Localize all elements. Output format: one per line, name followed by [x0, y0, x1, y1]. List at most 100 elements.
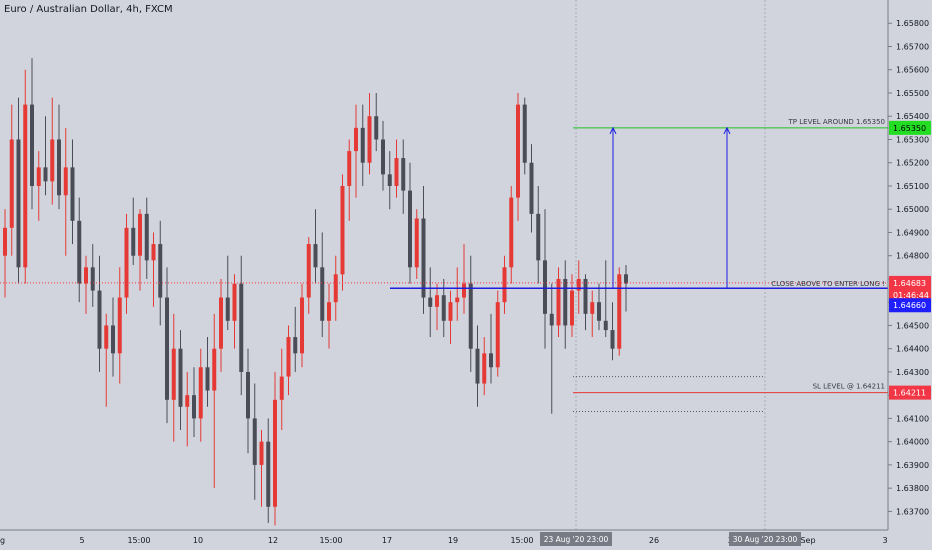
candle-body — [266, 441, 271, 507]
candle-body — [462, 283, 466, 298]
candle-body — [468, 283, 473, 349]
price-tick-label: 1.65200 — [896, 159, 929, 168]
candle-body — [563, 278, 568, 326]
target-arrow-head — [609, 126, 617, 135]
candle-body — [151, 244, 156, 261]
candle-body — [333, 274, 338, 303]
candle-body — [90, 267, 95, 291]
price-tick-label: 1.65000 — [896, 205, 929, 214]
time-tick-label: 15:00 — [510, 536, 533, 545]
crosshair-time-label: 23 Aug '20 23:00 — [544, 535, 609, 544]
price-tick-label: 1.63800 — [896, 484, 929, 493]
candle-body — [70, 167, 75, 221]
time-tick-label: ug — [0, 536, 5, 545]
candle-body — [306, 244, 311, 298]
entry-price-tag: 1.64660 — [893, 301, 926, 310]
candle-body — [354, 127, 358, 152]
tp-label: TP LEVEL AROUND 1.65350 — [788, 118, 885, 126]
time-tick-label: 15:00 — [319, 536, 342, 545]
candle-body — [597, 302, 601, 321]
symbol-title[interactable]: Euro / Australian Dollar, 4h, FXCM — [4, 4, 173, 15]
candle-body — [583, 278, 588, 314]
candle-body — [246, 371, 250, 419]
candle-body — [9, 139, 14, 228]
candle-body — [340, 185, 345, 275]
candle-body — [279, 376, 284, 400]
candle-body — [171, 348, 176, 400]
candle-body — [414, 218, 419, 268]
current-price-tag: 1.64683 — [893, 279, 926, 288]
candle-body — [293, 337, 298, 354]
candle-body — [617, 274, 622, 349]
candle-body — [232, 283, 237, 321]
crosshair-vertical-lines — [575, 0, 766, 530]
candle-body — [522, 104, 527, 163]
time-tick-label: 10 — [193, 536, 203, 545]
candle-body — [84, 267, 88, 284]
candle-body — [394, 158, 399, 186]
candle-body — [30, 104, 34, 186]
candle-body — [165, 297, 169, 400]
candle-body — [205, 367, 210, 391]
trade-levels: TP LEVEL AROUND 1.65350 CLOSE ABOVE TO EN… — [0, 118, 888, 412]
price-tick-label: 1.65100 — [896, 182, 929, 191]
price-axis[interactable]: 1.65800 1.65700 1.65600 1.65500 1.65400 1.653… — [887, 0, 929, 530]
sl-price-tag: 1.64211 — [893, 389, 926, 398]
candle-body — [516, 104, 520, 198]
candle-body — [259, 441, 264, 465]
candle-body — [63, 167, 68, 196]
price-tick-label: 1.64800 — [896, 252, 929, 261]
candle-body — [381, 139, 385, 175]
time-tick-label: 19 — [448, 536, 458, 545]
candle-body — [185, 395, 190, 407]
candle-body — [273, 399, 277, 507]
candle-body — [144, 213, 149, 261]
price-tick-label: 1.65600 — [896, 66, 929, 75]
price-tick-label: 1.65500 — [896, 89, 929, 98]
candle-body — [117, 297, 122, 354]
time-tick-label: 5 — [79, 536, 84, 545]
time-tick-label: Sep — [800, 536, 815, 545]
sl-price-tag-bg — [889, 385, 931, 400]
tp-price-tag-bg — [889, 120, 931, 135]
price-tick-label: 1.63900 — [896, 461, 929, 470]
candle-body — [178, 348, 183, 407]
candle-body — [549, 313, 554, 326]
target-arrow-head — [723, 126, 731, 135]
crosshair-time-badge — [540, 532, 612, 546]
tp-price-tag: 1.65350 — [893, 124, 926, 133]
candle-body — [124, 227, 129, 298]
price-tick-label: 1.65300 — [896, 135, 929, 144]
candle-body — [158, 244, 163, 298]
candle-body — [57, 139, 61, 196]
candle-body — [556, 278, 561, 326]
candle-body — [408, 190, 412, 268]
candle-body — [495, 302, 500, 368]
price-tick-label: 1.65700 — [896, 42, 929, 51]
candle-body — [252, 418, 257, 465]
candle-body — [286, 337, 291, 377]
candle-body — [475, 348, 480, 384]
candle-body — [603, 320, 608, 331]
time-tick-label: 12 — [268, 536, 278, 545]
price-tick-label: 1.64900 — [896, 228, 929, 237]
candle-body — [131, 227, 136, 256]
candle-body — [43, 167, 48, 182]
candle-body — [387, 174, 392, 186]
time-tick-label: 26 — [649, 536, 659, 545]
time-tick-label: 3 — [882, 536, 887, 545]
price-tick-label: 1.63700 — [896, 507, 929, 516]
candle-body — [347, 151, 352, 186]
candle-body — [97, 290, 102, 349]
candle-body — [300, 297, 304, 354]
price-tick-label: 1.65400 — [896, 112, 929, 121]
price-tick-label: 1.64500 — [896, 321, 929, 330]
price-tick-label: 1.65800 — [896, 19, 929, 28]
candle-body — [576, 278, 581, 291]
price-tick-label: 1.64300 — [896, 368, 929, 377]
candle-body — [320, 267, 325, 321]
candle-body — [36, 167, 41, 186]
